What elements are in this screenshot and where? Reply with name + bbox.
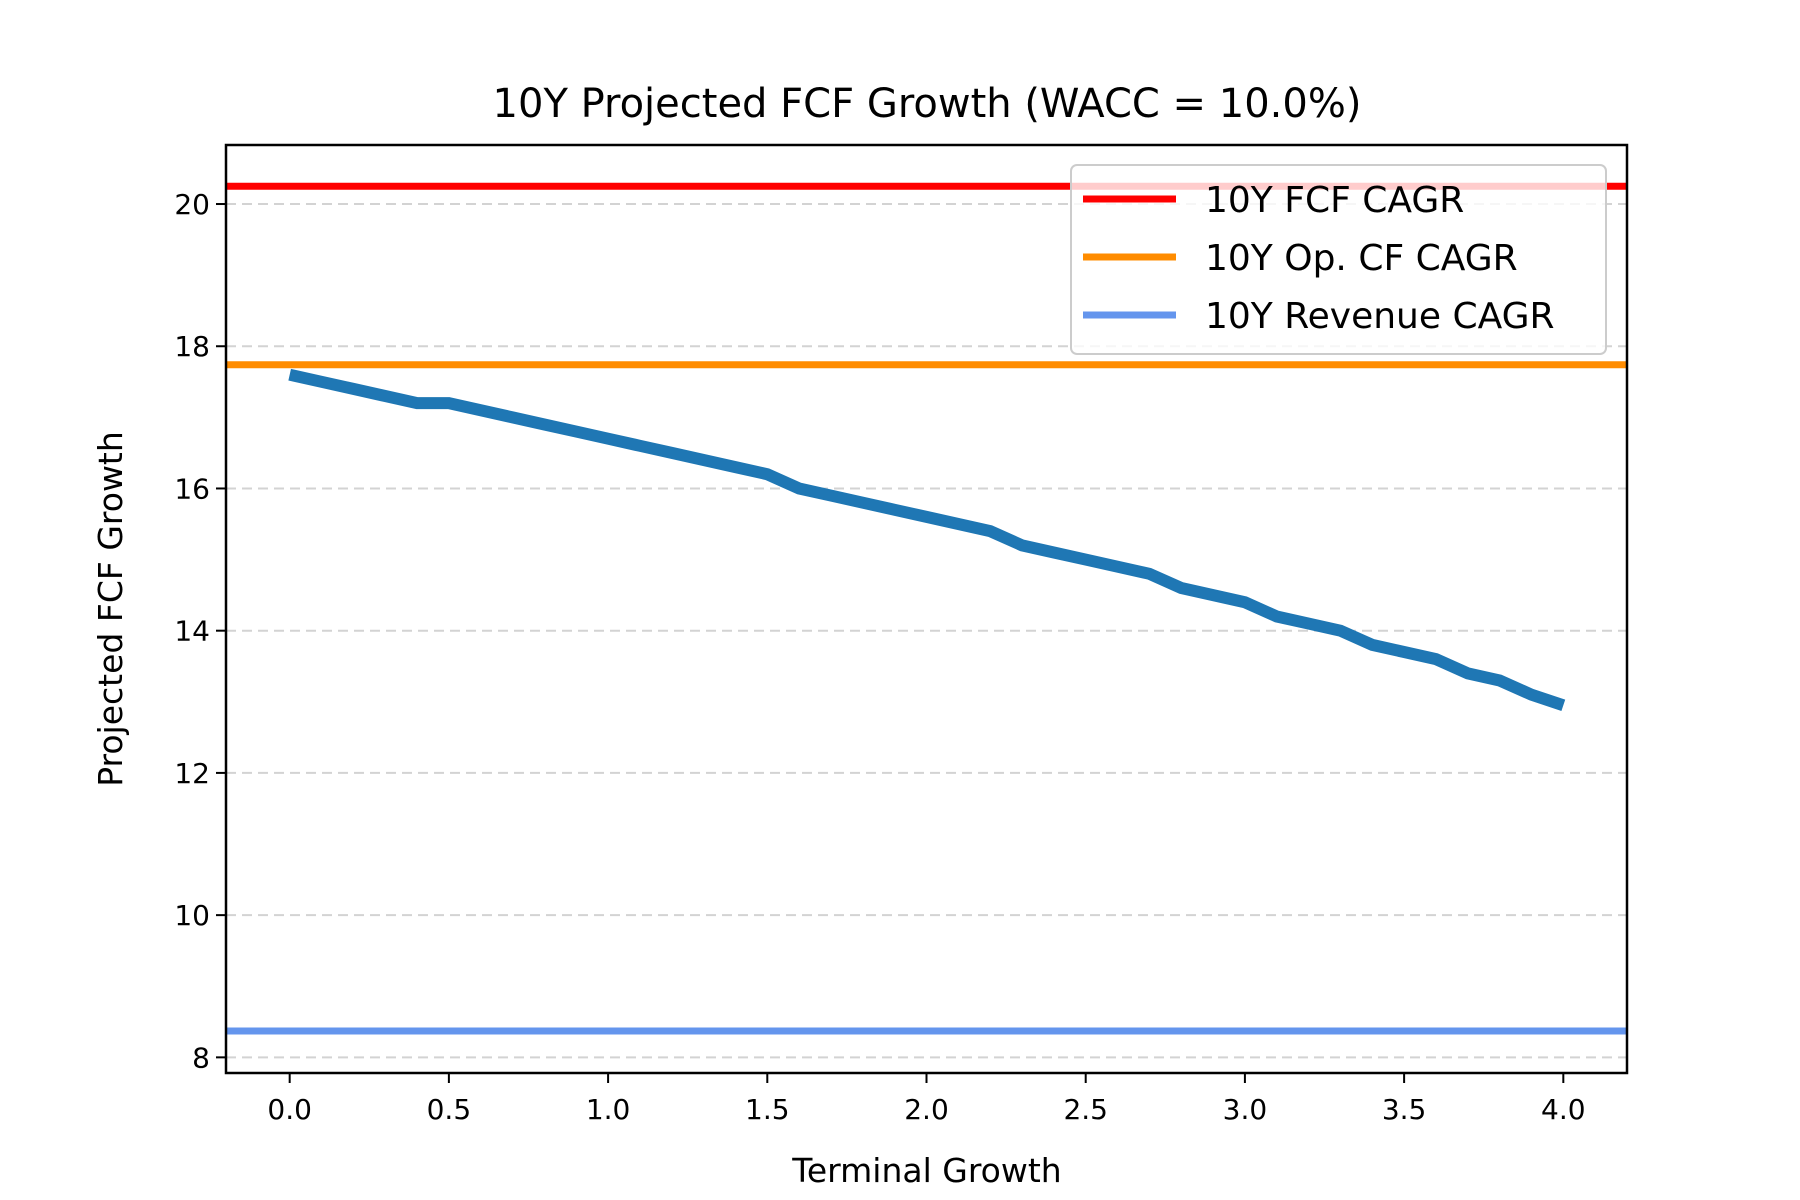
- legend-box: [1070, 164, 1607, 355]
- legend: 10Y FCF CAGR 10Y Op. CF CAGR 10Y Revenue C…: [1070, 164, 1607, 355]
- x-tick-label: 3.0: [1223, 1093, 1268, 1126]
- chart-title: 10Y Projected FCF Growth (WACC = 10.0%): [493, 81, 1362, 127]
- legend-label: 10Y Revenue CAGR: [1205, 296, 1555, 337]
- x-axis-label: Terminal Growth: [791, 1151, 1061, 1190]
- x-tick-label: 1.5: [745, 1093, 790, 1126]
- y-tick-label: 14: [174, 615, 210, 648]
- legend-label: 10Y FCF CAGR: [1205, 180, 1464, 221]
- x-tick-label: 2.0: [904, 1093, 949, 1126]
- y-tick-label: 10: [174, 899, 210, 932]
- legend-label: 10Y Op. CF CAGR: [1205, 238, 1518, 279]
- x-tick-label: 1.0: [586, 1093, 631, 1126]
- series-line: [288, 368, 1566, 712]
- x-tick-label: 0.5: [427, 1093, 472, 1126]
- y-tick-label: 18: [174, 330, 210, 363]
- x-tick-label: 3.5: [1382, 1093, 1427, 1126]
- x-tick-label: 2.5: [1063, 1093, 1108, 1126]
- x-tick-label: 0.0: [267, 1093, 312, 1126]
- y-tick-label: 8: [192, 1041, 210, 1074]
- y-tick-label: 12: [174, 757, 210, 790]
- y-tick-label: 16: [174, 472, 210, 505]
- y-tick-label: 20: [174, 188, 210, 221]
- x-tick-label: 4.0: [1541, 1093, 1586, 1126]
- y-axis-label: Projected FCF Growth: [91, 431, 130, 787]
